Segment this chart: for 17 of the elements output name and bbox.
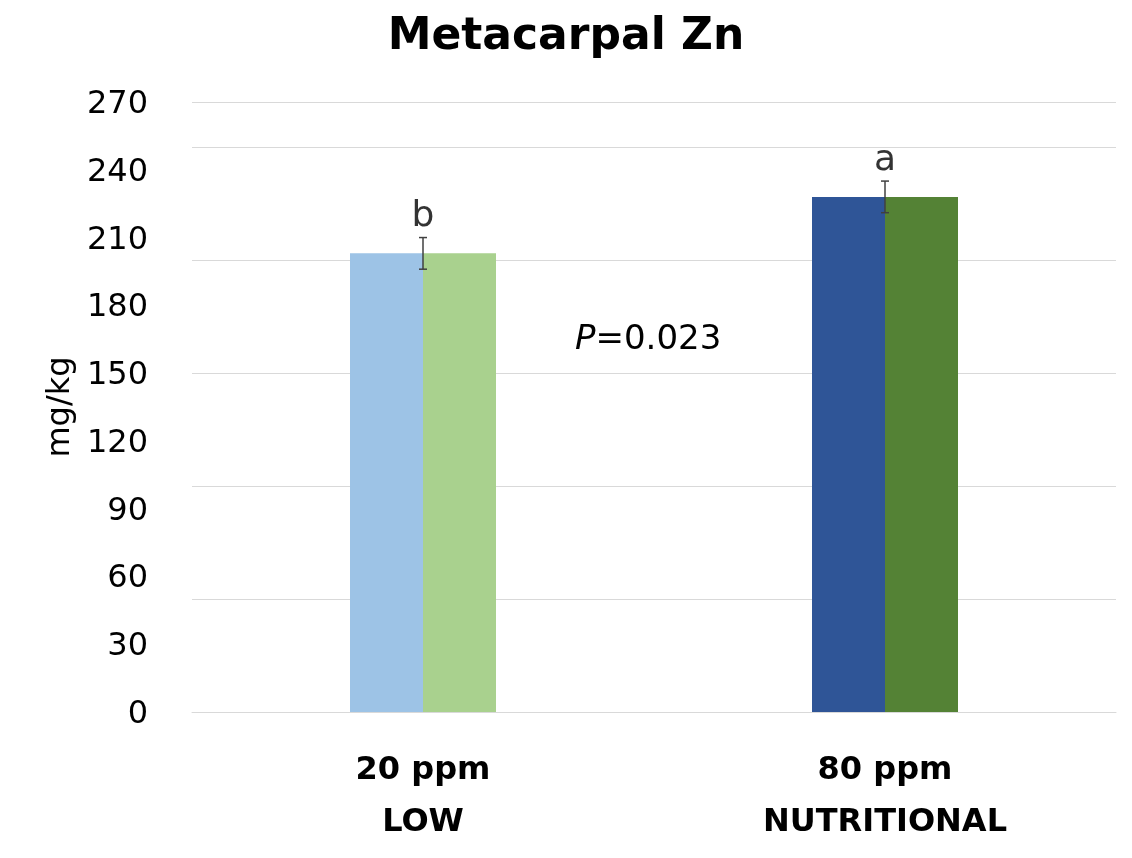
annotation: b — [411, 193, 435, 235]
y-tick-label: 270 — [86, 83, 148, 121]
y-tick-label: 120 — [86, 421, 148, 460]
y-tick-label: 240 — [86, 150, 148, 189]
y-tick-label: 180 — [86, 286, 148, 325]
y-axis-title: mg/kg — [39, 356, 77, 458]
y-tick-label: 210 — [86, 218, 148, 257]
y-tick-label: 90 — [107, 489, 148, 528]
y-tick-label: 30 — [107, 625, 148, 664]
annotation: a — [873, 136, 897, 178]
y-tick-label: 60 — [107, 557, 148, 596]
y-tick-label: 150 — [86, 354, 148, 393]
y-tick-label: 0 — [127, 693, 148, 731]
annotation: P=0.023 — [575, 317, 722, 357]
x-tick-label: 20 ppm LOW — [355, 749, 491, 839]
x-tick-label: 80 ppm NUTRITIONAL — [762, 749, 1008, 839]
chart-title: Metacarpal Zn — [387, 7, 745, 59]
